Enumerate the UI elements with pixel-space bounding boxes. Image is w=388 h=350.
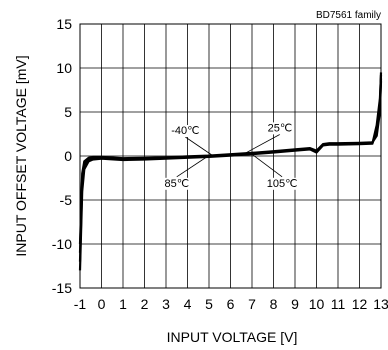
annotation-leader — [176, 156, 208, 178]
x-tick-label: 13 — [373, 296, 388, 312]
y-tick-label: -10 — [52, 236, 72, 252]
annotation-label: 25℃ — [268, 122, 293, 134]
x-tick-label: -1 — [74, 296, 87, 312]
annotation-label: 105℃ — [267, 178, 298, 190]
x-tick-labels: -1 0 1 2 3 4 5 6 7 8 9 10 11 12 13 — [74, 296, 388, 312]
x-tick-label: 11 — [331, 296, 346, 312]
annotation-bg — [163, 177, 191, 190]
annotation-leader — [185, 136, 214, 157]
y-tick-label: -15 — [52, 280, 72, 296]
y-tick-labels: -15 -10 -5 0 5 10 15 — [52, 16, 72, 296]
y-tick-label: 5 — [64, 104, 72, 120]
annotation-bg — [266, 122, 294, 135]
series-line-4 — [78, 81, 383, 245]
x-tick-label: 2 — [141, 296, 149, 312]
x-tick-label: 0 — [98, 296, 106, 312]
y-axis-label: INPUT OFFSET VOLTAGE [mV] — [13, 55, 29, 256]
x-tick-label: 12 — [352, 296, 368, 312]
x-tick-label: 4 — [184, 296, 192, 312]
annotation-leader — [251, 153, 283, 178]
y-tick-label: 15 — [56, 16, 72, 32]
x-tick-label: 1 — [119, 296, 127, 312]
annotations: -40℃ 25℃ 85℃ 105℃ — [163, 122, 299, 190]
x-tick-label: 9 — [291, 296, 299, 312]
x-axis-label: INPUT VOLTAGE [V] — [167, 329, 298, 345]
x-tick-label: 6 — [227, 296, 235, 312]
x-tick-label: 5 — [205, 296, 213, 312]
x-tick-label: 7 — [248, 296, 256, 312]
annotation-label: 85℃ — [164, 178, 189, 190]
y-tick-label: -5 — [60, 192, 73, 208]
y-tick-label: 0 — [64, 148, 72, 164]
series-group — [78, 72, 383, 271]
annotation-leader — [243, 134, 281, 155]
x-tick-label: 3 — [162, 296, 170, 312]
x-tick-label: 8 — [270, 296, 278, 312]
annotation-label: -40℃ — [171, 125, 199, 137]
plot-frame — [79, 23, 382, 289]
x-tick-label: 10 — [309, 296, 325, 312]
annotation-bg — [265, 177, 299, 190]
annotation-bg — [170, 125, 201, 137]
chart-title: BD7561 family — [316, 10, 381, 21]
y-tick-label: 10 — [56, 60, 72, 76]
